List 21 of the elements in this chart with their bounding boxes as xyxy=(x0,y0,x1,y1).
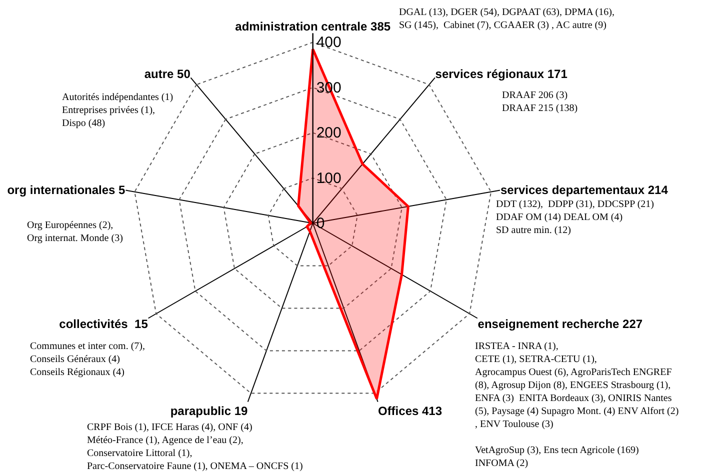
text: Autorités indépendantes (1) Entreprises privées (1), Dispo (48) xyxy=(62,92,174,129)
spoke-label: administration centrale 385 xyxy=(235,19,391,34)
spoke-label: collectivités 15 xyxy=(59,317,148,332)
text: VetAgroSup (3), Ens tecn Agricole (169) INFOMA (2) xyxy=(475,445,639,469)
spoke-label: Offices 413 xyxy=(378,404,442,418)
spoke-label: parapublic 19 xyxy=(170,404,248,418)
spoke-label: services departementaux 214 xyxy=(500,182,668,197)
text: DGAL (13), DGER (54), DGPAAT (63), DPMA (16), SG (145), Cabinet (7), CGAAER (3) , AC autre (9) xyxy=(399,7,614,31)
spoke-label: enseignement recherche 227 xyxy=(478,317,643,332)
y-tick-label: 400 xyxy=(316,34,342,52)
spoke-label: autre 50 xyxy=(144,67,191,82)
spoke-label: org internationales 5 xyxy=(7,182,126,197)
text: Org Européennes (2), Org internat. Monde (3) xyxy=(27,220,123,244)
text: DDT (132), DDPP (31), DDCSPP (21) DDAF OM (14) DEAL OM (4) SD autre min. (12) xyxy=(496,199,654,236)
text: Communes et inter com. (7), Conseils Généraux (4) Conseils Régionaux (4) xyxy=(30,341,145,378)
y-tick-label: 100 xyxy=(316,170,342,187)
spoke-label: services régionaux 171 xyxy=(435,67,568,82)
y-tick-label: 200 xyxy=(316,124,342,142)
text: CRPF Bois (1), IFCE Haras (4), ONF (4) Météo-France (1), Agence de l’eau (2), Conservatoire Littoral (1), Parc-Conservatoire Faune (1), ONEMA – ONCFS (1) xyxy=(87,422,303,472)
text: DRAAF 206 (3) DRAAF 215 (138) xyxy=(502,90,578,114)
text: IRSTEA - INRA (1), CETE (1), SETRA-CETU (1), Agrocampus Ouest (6), AgroParisTech ENGREF (8), Agrosup Dijon (8), ENGEES Strasbourg (1), ENFA (3) ENITA Bordeaux (3), ONIRIS Nantes (5), Paysage (4) Supagro Mont. (4) ENV Alfort (2) , ENV Toulouse (3) xyxy=(475,341,679,430)
